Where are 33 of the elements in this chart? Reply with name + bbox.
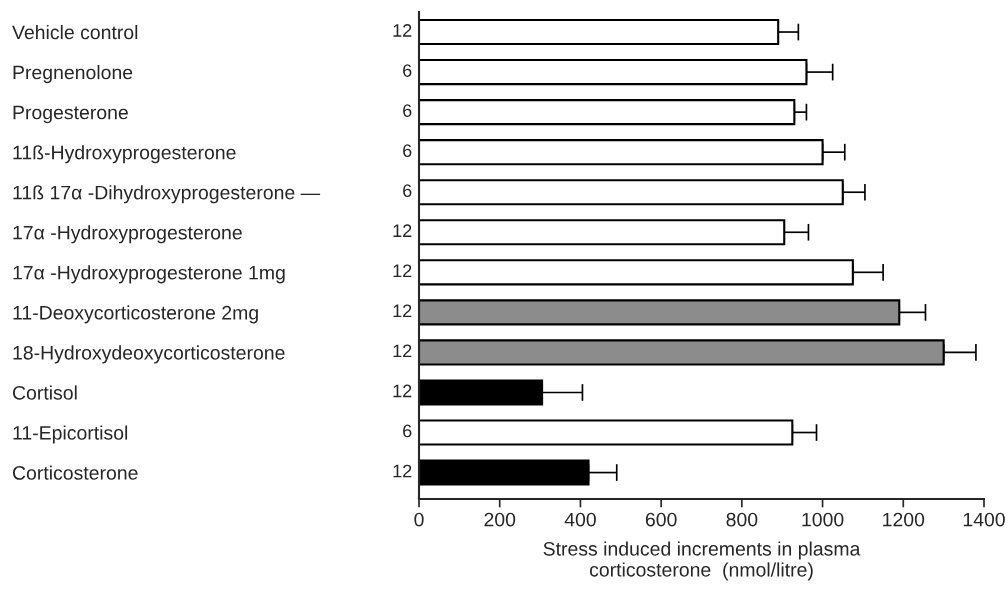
y-tick-label: 11-Epicortisol <box>13 425 128 444</box>
y-tick-label: 17α -Hydroxyprogesterone 1mg <box>13 265 285 284</box>
y-tick-label: Pregnenolone <box>13 65 133 84</box>
text: 12 <box>393 344 412 358</box>
x-tick-label: 200 <box>484 512 516 527</box>
y-tick-label: 17α -Hydroxyprogesterone <box>13 225 242 244</box>
y-tick-label: Cortisol <box>12 385 77 400</box>
x-tick-label: 0 <box>414 512 424 527</box>
text: 12 <box>393 384 412 398</box>
y-tick-label: 18-Hydroxydeoxycorticosterone <box>13 345 285 364</box>
x-tick-label: 1000 <box>802 512 844 527</box>
text: 6 <box>403 64 412 77</box>
text: 6 <box>403 104 412 117</box>
y-tick-label: Corticosterone <box>12 465 138 480</box>
y-tick-label: 11ß-Hydroxyprogesterone <box>13 145 236 164</box>
x-tick-label: 1400 <box>963 512 1005 527</box>
x-axis-title: Stress induced increments in plasma corticosterone (nmol/litre) <box>543 541 861 581</box>
x-tick-label: 400 <box>564 512 596 527</box>
y-tick-label: 11-Deoxycorticosterone 2mg <box>13 305 258 324</box>
y-tick-label: Vehicle control <box>12 24 138 40</box>
x-tick-label: 1200 <box>883 512 925 527</box>
text: 12 <box>393 224 412 237</box>
text: 12 <box>393 24 412 37</box>
text: 12 <box>393 464 412 478</box>
y-tick-label: Progesterone <box>13 105 128 124</box>
text: 6 <box>403 184 412 198</box>
text: 6 <box>403 144 412 158</box>
text: 12 <box>393 304 412 318</box>
text: 6 <box>403 424 412 438</box>
x-tick-label: 800 <box>726 512 758 527</box>
y-tick-label: 11ß 17α -Dihydroxyprogesterone — <box>13 185 321 204</box>
x-tick-label: 600 <box>645 512 677 527</box>
text: 12 <box>393 264 412 277</box>
